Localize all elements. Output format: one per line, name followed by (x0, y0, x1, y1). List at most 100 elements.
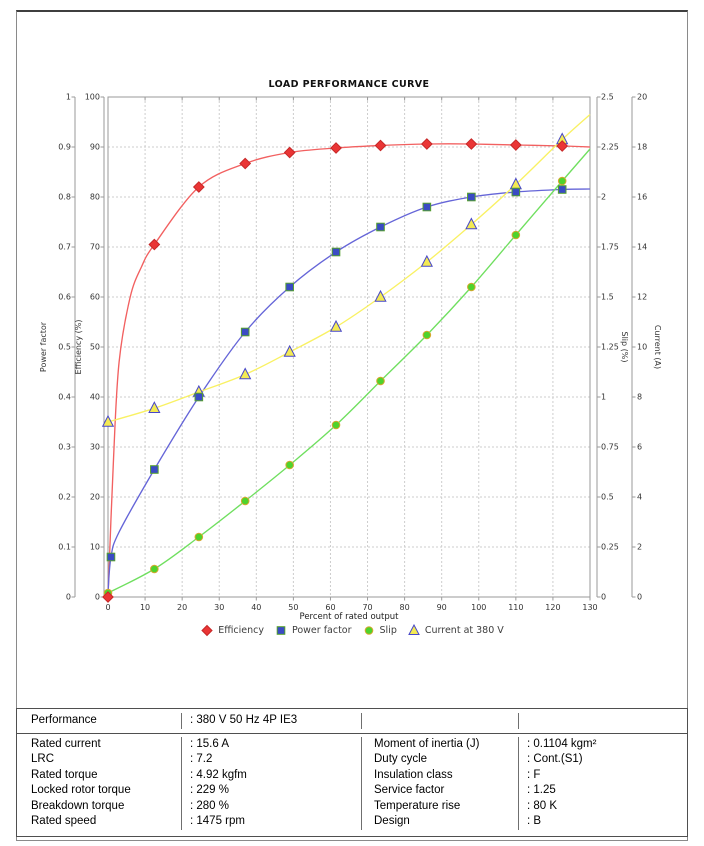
axis-power_factor: 0 0.1 0.2 0.3 0.4 0.5 0.6 0.7 0.8 0.9 1 Power facto… (39, 93, 76, 602)
triangle-marker-icon (408, 624, 420, 635)
svg-text:0: 0 (637, 593, 642, 602)
svg-text:12: 12 (637, 293, 647, 302)
svg-text:30: 30 (214, 603, 224, 612)
table-row: Rated current: 15.6 A Moment of inertia (… (17, 736, 689, 752)
load-performance-chart: LOAD PERFORMANCE CURVE 0 10 20 30 40 50 60 70 80… (39, 79, 662, 622)
svg-text:50: 50 (288, 603, 298, 612)
table-value: : 1475 rpm (181, 814, 361, 830)
table-label: Service factor (361, 783, 518, 799)
series-markers-current (101, 132, 569, 427)
axis-title-current: Current (A) (653, 325, 662, 369)
svg-text:70: 70 (362, 603, 372, 612)
table-label: Rated torque (31, 768, 98, 781)
series-line-efficiency (107, 143, 591, 598)
svg-text:2: 2 (601, 193, 606, 202)
table-value: : Cont.(S1) (518, 752, 689, 768)
svg-text:0.8: 0.8 (58, 193, 71, 202)
legend-item-current: Current at 380 V (407, 624, 504, 637)
svg-text:0.6: 0.6 (58, 293, 71, 302)
svg-text:10: 10 (90, 543, 100, 552)
table-value: : 7.2 (181, 752, 361, 768)
svg-text:10: 10 (637, 343, 647, 352)
gridlines (108, 97, 590, 597)
table-value: : 80 K (518, 798, 689, 814)
table-value: : 1.25 (518, 783, 689, 799)
svg-text:0: 0 (95, 593, 100, 602)
table-value: : 15.6 A (181, 736, 361, 752)
svg-text:50: 50 (90, 343, 100, 352)
svg-text:4: 4 (637, 493, 642, 502)
series-markers-power_factor (106, 185, 567, 562)
svg-text:110: 110 (508, 603, 523, 612)
svg-text:8: 8 (637, 393, 642, 402)
series-line-slip (107, 148, 591, 594)
legend-label: Current at 380 V (424, 625, 504, 636)
svg-text:0.5: 0.5 (601, 493, 614, 502)
page-border-frame (16, 10, 688, 841)
table-label: Rated current (31, 737, 101, 750)
axis-efficiency: 0 10 20 30 40 50 60 70 80 90 100 Efficiency (%) (74, 93, 105, 602)
svg-text:80: 80 (400, 603, 410, 612)
axis-title-slip: Slip (%) (620, 332, 629, 363)
svg-text:60: 60 (90, 293, 100, 302)
series-line-power_factor (107, 188, 591, 593)
table-label: Insulation class (361, 767, 518, 783)
svg-text:0.75: 0.75 (601, 443, 619, 452)
table-header-row: Performance : 380 V 50 Hz 4P IE3 (17, 709, 687, 734)
svg-text:100: 100 (471, 603, 486, 612)
svg-text:0.1: 0.1 (58, 543, 71, 552)
legend-label: Efficiency (218, 625, 264, 636)
table-value: : 229 % (181, 783, 361, 799)
svg-text:0.9: 0.9 (58, 143, 71, 152)
axis-slip: 0 0.25 0.5 0.75 1 1.25 1.5 1.75 2 2.25 2.5 Slip (%) (596, 93, 629, 602)
table-row: Rated speed: 1475 rpm Design: B (17, 814, 687, 830)
svg-text:100: 100 (85, 93, 100, 102)
table-value: : 280 % (181, 798, 361, 814)
series-markers-slip (103, 176, 567, 598)
svg-text:40: 40 (251, 603, 261, 612)
svg-text:2.5: 2.5 (601, 93, 614, 102)
axis-title-power_factor: Power factor (39, 321, 48, 372)
legend-item-power_factor: Power factor (274, 624, 352, 637)
svg-text:30: 30 (90, 443, 100, 452)
table-label: LRC (31, 753, 55, 765)
svg-text:0: 0 (66, 593, 71, 602)
svg-text:90: 90 (437, 603, 447, 612)
x-axis-title: Percent of rated output (300, 612, 400, 622)
svg-text:2.25: 2.25 (601, 143, 619, 152)
svg-text:0.4: 0.4 (58, 393, 71, 402)
svg-text:0.5: 0.5 (58, 343, 71, 352)
svg-text:20: 20 (177, 603, 187, 612)
table-value: : B (518, 814, 689, 830)
svg-text:2: 2 (637, 543, 642, 552)
table-row: Breakdown torque: 280 % Temperature rise:… (17, 798, 689, 814)
svg-text:0.7: 0.7 (58, 243, 71, 252)
table-label: Temperature rise (361, 798, 518, 814)
svg-text:1.5: 1.5 (601, 293, 614, 302)
table-value: : 0.1104 kgm² (518, 736, 689, 752)
svg-text:6: 6 (637, 443, 642, 452)
svg-text:0: 0 (601, 593, 606, 602)
chart-legend: Efficiency Power factor Slip Current at 380… (0, 624, 704, 637)
table-row: Locked rotor torque: 229 % Service factor… (17, 783, 687, 799)
svg-text:90: 90 (90, 143, 100, 152)
svg-text:130: 130 (582, 603, 597, 612)
svg-text:16: 16 (637, 193, 647, 202)
table-row: LRC: 7.2 Duty cycle: Cont.(S1) (17, 752, 687, 768)
legend-item-efficiency: Efficiency (200, 624, 264, 637)
svg-text:14: 14 (637, 243, 647, 252)
svg-text:80: 80 (90, 193, 100, 202)
svg-text:0.2: 0.2 (58, 493, 71, 502)
plot-area: 0 10 20 30 40 50 60 70 80 90 100 110 120 13000.10.20.… (39, 93, 662, 612)
diamond-marker-icon (201, 624, 213, 637)
table-body: Rated current: 15.6 A Moment of inertia (… (17, 734, 687, 836)
svg-text:0: 0 (105, 603, 110, 612)
svg-text:1: 1 (601, 393, 606, 402)
x-axis: 0 10 20 30 40 50 60 70 80 90 100 110 120 130 (105, 97, 598, 612)
svg-text:1.75: 1.75 (601, 243, 619, 252)
svg-text:10: 10 (140, 603, 150, 612)
legend-label: Power factor (291, 625, 352, 636)
table-label: Design (361, 814, 518, 830)
table-value: : 4.92 kgfm (181, 767, 361, 783)
axis-current: 0 2 4 6 8 10 12 14 16 18 20 Current (A) (631, 93, 662, 602)
